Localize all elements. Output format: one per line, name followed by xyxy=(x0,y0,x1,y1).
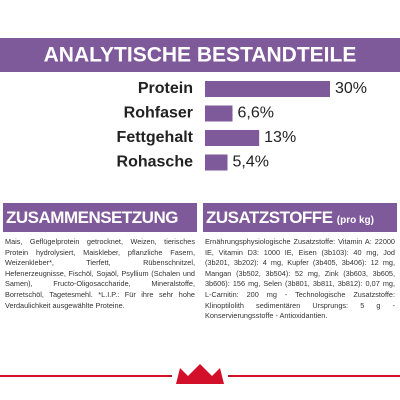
value-label: 30% xyxy=(335,80,367,97)
value-label: 5,4% xyxy=(233,154,269,171)
category-label: Rohfaser xyxy=(124,105,193,122)
chart-title: ANALYTISCHE BESTANDTEILE xyxy=(44,44,357,67)
composition-text: Mais, Geflügelprotein getrocknet, Weizen… xyxy=(5,237,195,310)
footer xyxy=(0,364,400,384)
chart: ANALYTISCHE BESTANDTEILE Protein 30% Rohfa… xyxy=(0,38,400,171)
bar xyxy=(205,154,228,171)
bar xyxy=(205,105,233,122)
composition-title: ZUSAMMENSETZUNG xyxy=(6,208,178,227)
value-label: 13% xyxy=(264,129,296,146)
value-label: 6,6% xyxy=(238,105,274,122)
category-label: Fettgehalt xyxy=(117,129,194,146)
bar xyxy=(205,130,260,146)
additives-subtitle: (pro kg) xyxy=(336,215,374,226)
bar xyxy=(205,81,330,97)
additives-header: ZUSATZSTOFFE (pro kg) xyxy=(203,203,397,232)
title-band xyxy=(0,38,400,72)
additives-text: Ernährungsphysiologische Zusatzstoffe: V… xyxy=(205,237,395,321)
category-label: Rohasche xyxy=(117,154,194,171)
additives-title: ZUSATZSTOFFE xyxy=(206,208,333,227)
logo-crown xyxy=(176,364,224,384)
category-label: Protein xyxy=(138,80,193,97)
composition-header: ZUSAMMENSETZUNG xyxy=(3,203,197,232)
